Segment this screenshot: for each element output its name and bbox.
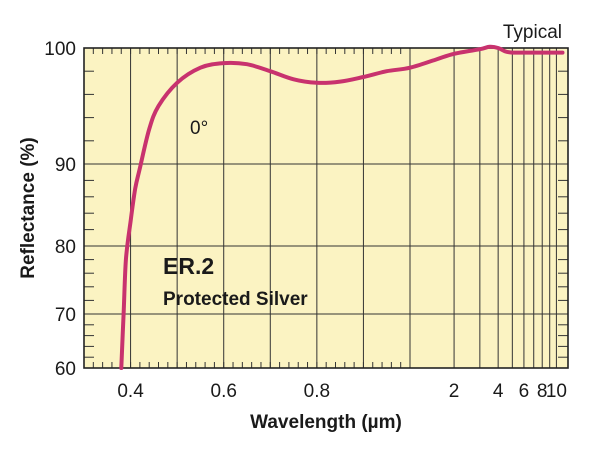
x-tick-label: 0.6 <box>211 381 237 402</box>
x-tick-label: 0.8 <box>304 381 330 402</box>
y-tick-label: 80 <box>55 237 76 258</box>
coating-code: ER.2 <box>163 253 214 279</box>
x-tick-label: 10 <box>546 381 567 402</box>
series-line-reflectance <box>119 44 565 370</box>
x-tick-label: 2 <box>449 381 460 402</box>
plot-frame <box>83 47 569 369</box>
plot-background <box>84 48 568 368</box>
x-tick-labels: 0.4 0.6 0.8 2 4 6 810 <box>117 381 567 402</box>
y-tick-labels: 60 70 80 90 100 <box>44 39 76 380</box>
y-tick-label: 100 <box>44 39 76 60</box>
y-axis-title: Reflectance (%) <box>18 137 39 279</box>
y-tick-label: 60 <box>55 359 76 380</box>
x-tick-label: 8 <box>537 381 548 402</box>
series-layer <box>119 44 565 370</box>
x-tick-label: 0.4 <box>117 381 144 402</box>
angle-annotation: 0° <box>190 118 208 139</box>
x-axis-title: Wavelength (µm) <box>250 412 402 433</box>
axis-ticks <box>84 48 568 368</box>
y-tick-label: 90 <box>55 155 76 176</box>
x-tick-label: 6 <box>519 381 530 402</box>
typical-label: Typical <box>503 22 562 43</box>
x-tick-label: 4 <box>493 381 504 402</box>
coating-name: Protected Silver <box>163 289 308 310</box>
y-tick-label: 70 <box>55 305 76 326</box>
